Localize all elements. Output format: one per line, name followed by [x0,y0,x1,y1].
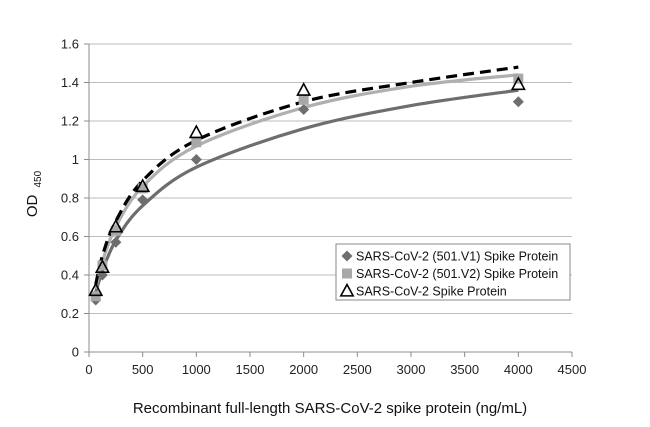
y-tick-label: 1 [72,152,79,167]
data-point-series-3 [108,218,124,233]
data-point-series-1 [298,103,310,115]
y-tick-label: 0.4 [61,268,79,283]
y-axis-title-subscript: 450 [33,170,44,187]
y-tick-label: 1.4 [61,75,79,90]
data-point-series-1 [190,154,202,165]
data-point-series-3 [88,282,104,297]
data-point-series-3 [94,259,110,273]
x-tick-label: 4000 [504,362,533,377]
data-point-series-2 [137,183,148,194]
data-points [88,73,526,306]
data-point-series-2 [298,94,309,105]
legend-marker-series-2 [342,268,352,279]
legend: SARS-CoV-2 (501.V1) Spike Protein SARS-Co… [335,243,571,301]
data-point-series-1 [512,96,524,108]
trendline-series-3 [94,65,519,285]
legend-label-series-1: SARS-CoV-2 (501.V1) Spike Protein [356,250,558,264]
x-tick-label: 1000 [182,362,211,377]
data-point-series-1 [137,194,149,206]
data-point-series-3 [296,82,312,96]
data-point-series-2 [97,260,108,271]
data-point-series-3 [188,124,204,139]
x-tick-label: 500 [132,362,154,377]
x-tick-label: 3500 [450,362,479,377]
x-tick-label: 3000 [397,362,426,377]
x-tick-label: 4500 [558,362,587,377]
legend-label-series-3: SARS-CoV-2 Spike Protein [356,285,507,299]
y-axis-title: OD 450 [24,170,44,217]
data-point-series-2 [191,137,202,148]
y-tick-label: 0.6 [61,229,79,244]
y-axis-title-main: OD [24,195,41,218]
x-axis-title: Recombinant full-length SARS-CoV-2 spike… [133,400,527,417]
axis-titles: OD 450 Recombinant full-length SARS-CoV-… [24,170,527,417]
data-point-series-2 [90,291,101,302]
legend-marker-series-1 [341,250,353,262]
y-tick-label: 1.6 [61,37,79,52]
legend-label-series-2: SARS-CoV-2 (501.V2) Spike Protein [356,267,558,281]
y-tick-label: 0.2 [61,306,79,321]
y-tick-label: 0.8 [61,191,79,206]
y-tick-label: 1.2 [61,114,79,129]
data-point-series-2 [110,225,121,236]
legend-marker-series-3 [339,282,355,297]
y-tick-label: 0 [72,345,79,360]
x-tick-label: 2500 [343,362,372,377]
data-point-series-3 [135,178,151,193]
x-tick-label: 0 [85,362,92,377]
axes [84,43,573,357]
x-tick-label: 1500 [236,362,265,377]
data-point-series-3 [510,76,526,91]
x-tick-label: 2000 [289,362,318,377]
data-point-series-1 [110,236,122,248]
legend-box [335,243,571,301]
tick-labels: 0 0.2 0.4 0.6 0.8 1 1.2 1.4 1.6 0 500 1000 1500 2000 2… [61,37,587,378]
